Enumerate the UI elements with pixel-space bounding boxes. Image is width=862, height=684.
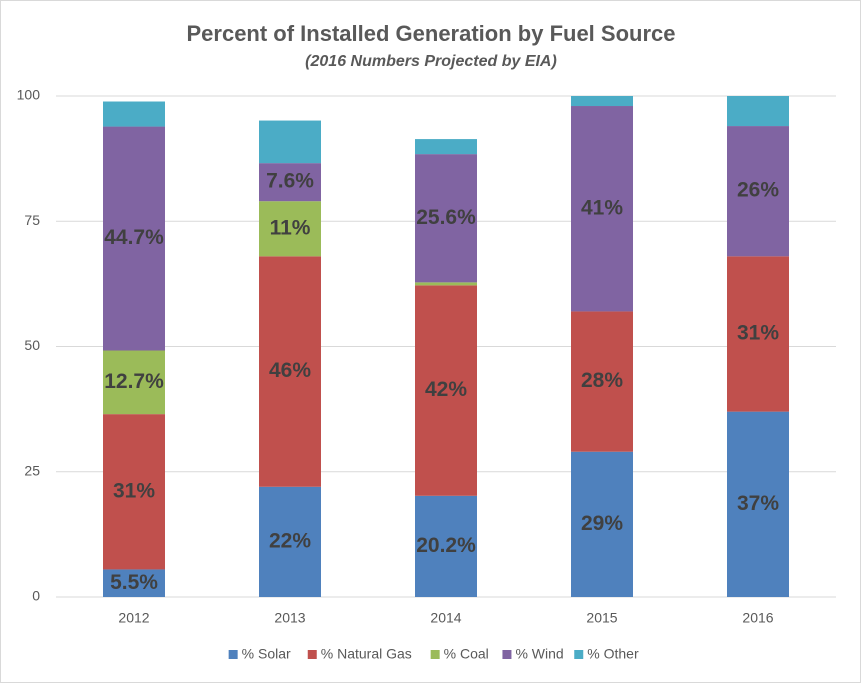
legend-swatch	[430, 650, 440, 659]
bar-segment	[103, 569, 165, 597]
bar-segment	[415, 139, 477, 155]
data-label: 31%	[113, 479, 155, 502]
bar-segment	[259, 120, 321, 164]
bar-segment	[415, 282, 477, 286]
x-tick-label: 2014	[430, 610, 461, 626]
bar-segment	[415, 285, 477, 496]
chart-subtitle: (2016 Numbers Projected by EIA)	[305, 53, 557, 70]
data-label: 28%	[581, 369, 623, 392]
data-label: 44.7%	[104, 226, 164, 249]
legend-swatch	[228, 650, 238, 659]
bar-segment	[727, 256, 789, 412]
bar-segment	[727, 126, 789, 257]
data-label: 29%	[581, 512, 623, 535]
bar-segment	[259, 201, 321, 257]
legend-label: % Coal	[444, 646, 489, 662]
data-label: 7.6%	[266, 170, 314, 193]
bar-segment	[727, 411, 789, 597]
x-tick-label: 2016	[742, 610, 773, 626]
x-tick-label: 2013	[274, 610, 305, 626]
data-label: 5.5%	[110, 571, 158, 594]
x-tick-label: 2012	[118, 610, 149, 626]
legend-swatch	[502, 650, 512, 659]
legend-label: % Solar	[242, 646, 291, 662]
bar-segment	[415, 154, 477, 283]
bar-segment	[103, 101, 165, 127]
data-label: 31%	[737, 322, 779, 345]
y-tick-label: 0	[32, 588, 40, 604]
bar-segment	[103, 414, 165, 570]
legend-label: % Wind	[515, 646, 563, 662]
legend-label: % Other	[587, 646, 639, 662]
y-tick-label: 25	[24, 462, 40, 478]
data-label: 20.2%	[416, 534, 476, 557]
data-label: 42%	[425, 378, 467, 401]
chart-title: Percent of Installed Generation by Fuel …	[186, 21, 675, 46]
x-tick-label: 2015	[586, 610, 617, 626]
data-label: 37%	[737, 492, 779, 515]
bar-segment	[103, 350, 165, 415]
data-label: 22%	[269, 529, 311, 552]
data-label: 12.7%	[104, 370, 164, 393]
legend-swatch	[574, 650, 584, 659]
legend-label: % Natural Gas	[321, 646, 412, 662]
bar-segment	[415, 495, 477, 597]
legend-swatch	[307, 650, 317, 659]
bar-segment	[727, 96, 789, 127]
y-tick-label: 100	[17, 87, 41, 103]
bar-segment	[259, 256, 321, 487]
data-label: 41%	[581, 196, 623, 219]
bar-segment	[571, 451, 633, 597]
bar-segment	[259, 163, 321, 202]
bar-segment	[571, 96, 633, 107]
bar-segment	[259, 486, 321, 597]
data-label: 11%	[270, 216, 311, 239]
data-label: 25.6%	[416, 206, 476, 229]
bar-segment	[571, 106, 633, 312]
bar-segment	[571, 311, 633, 452]
bar-segment	[103, 126, 165, 351]
y-tick-label: 75	[24, 212, 40, 228]
y-tick-label: 50	[24, 337, 40, 353]
data-label: 26%	[737, 179, 779, 202]
data-label: 46%	[269, 359, 311, 382]
